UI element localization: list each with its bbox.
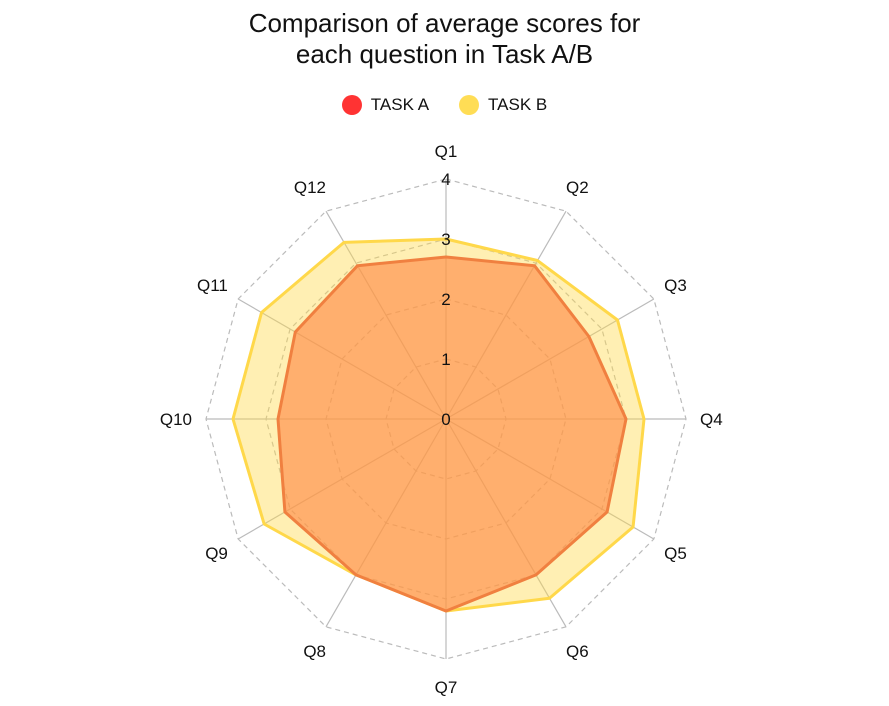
tick-label-3: 3 [441, 230, 450, 249]
category-label-q8: Q8 [303, 642, 326, 661]
chart-title: Comparison of average scores for each qu… [0, 8, 889, 70]
category-label-q7: Q7 [435, 678, 458, 697]
legend: TASK A TASK B [0, 95, 889, 115]
legend-item-task-b[interactable]: TASK B [459, 95, 547, 115]
tick-label-4: 4 [441, 170, 450, 189]
category-label-q4: Q4 [700, 410, 723, 429]
legend-label-task-a: TASK A [370, 95, 430, 114]
category-label-q10: Q10 [160, 410, 192, 429]
category-label-q3: Q3 [664, 276, 687, 295]
category-label-q11: Q11 [197, 276, 228, 295]
legend-item-task-a[interactable]: TASK A [341, 95, 430, 115]
category-label-q12: Q12 [294, 178, 326, 197]
series-task-a [276, 255, 628, 613]
legend-label-task-b: TASK B [488, 95, 548, 114]
chart-title-line-1: Comparison of average scores for [248, 8, 641, 38]
legend-swatch-task-b [459, 95, 480, 115]
tick-label-2: 2 [441, 290, 450, 309]
tick-label-1: 1 [441, 350, 450, 369]
category-label-q9: Q9 [205, 544, 228, 563]
legend-swatch-task-a [341, 95, 362, 115]
tick-label-0: 0 [441, 410, 450, 429]
category-label-q6: Q6 [566, 642, 589, 661]
category-label-q1: Q1 [435, 142, 458, 161]
chart-title-line-2: each question in Task A/B [295, 39, 594, 69]
category-label-q2: Q2 [566, 178, 589, 197]
category-label-q5: Q5 [664, 544, 687, 563]
